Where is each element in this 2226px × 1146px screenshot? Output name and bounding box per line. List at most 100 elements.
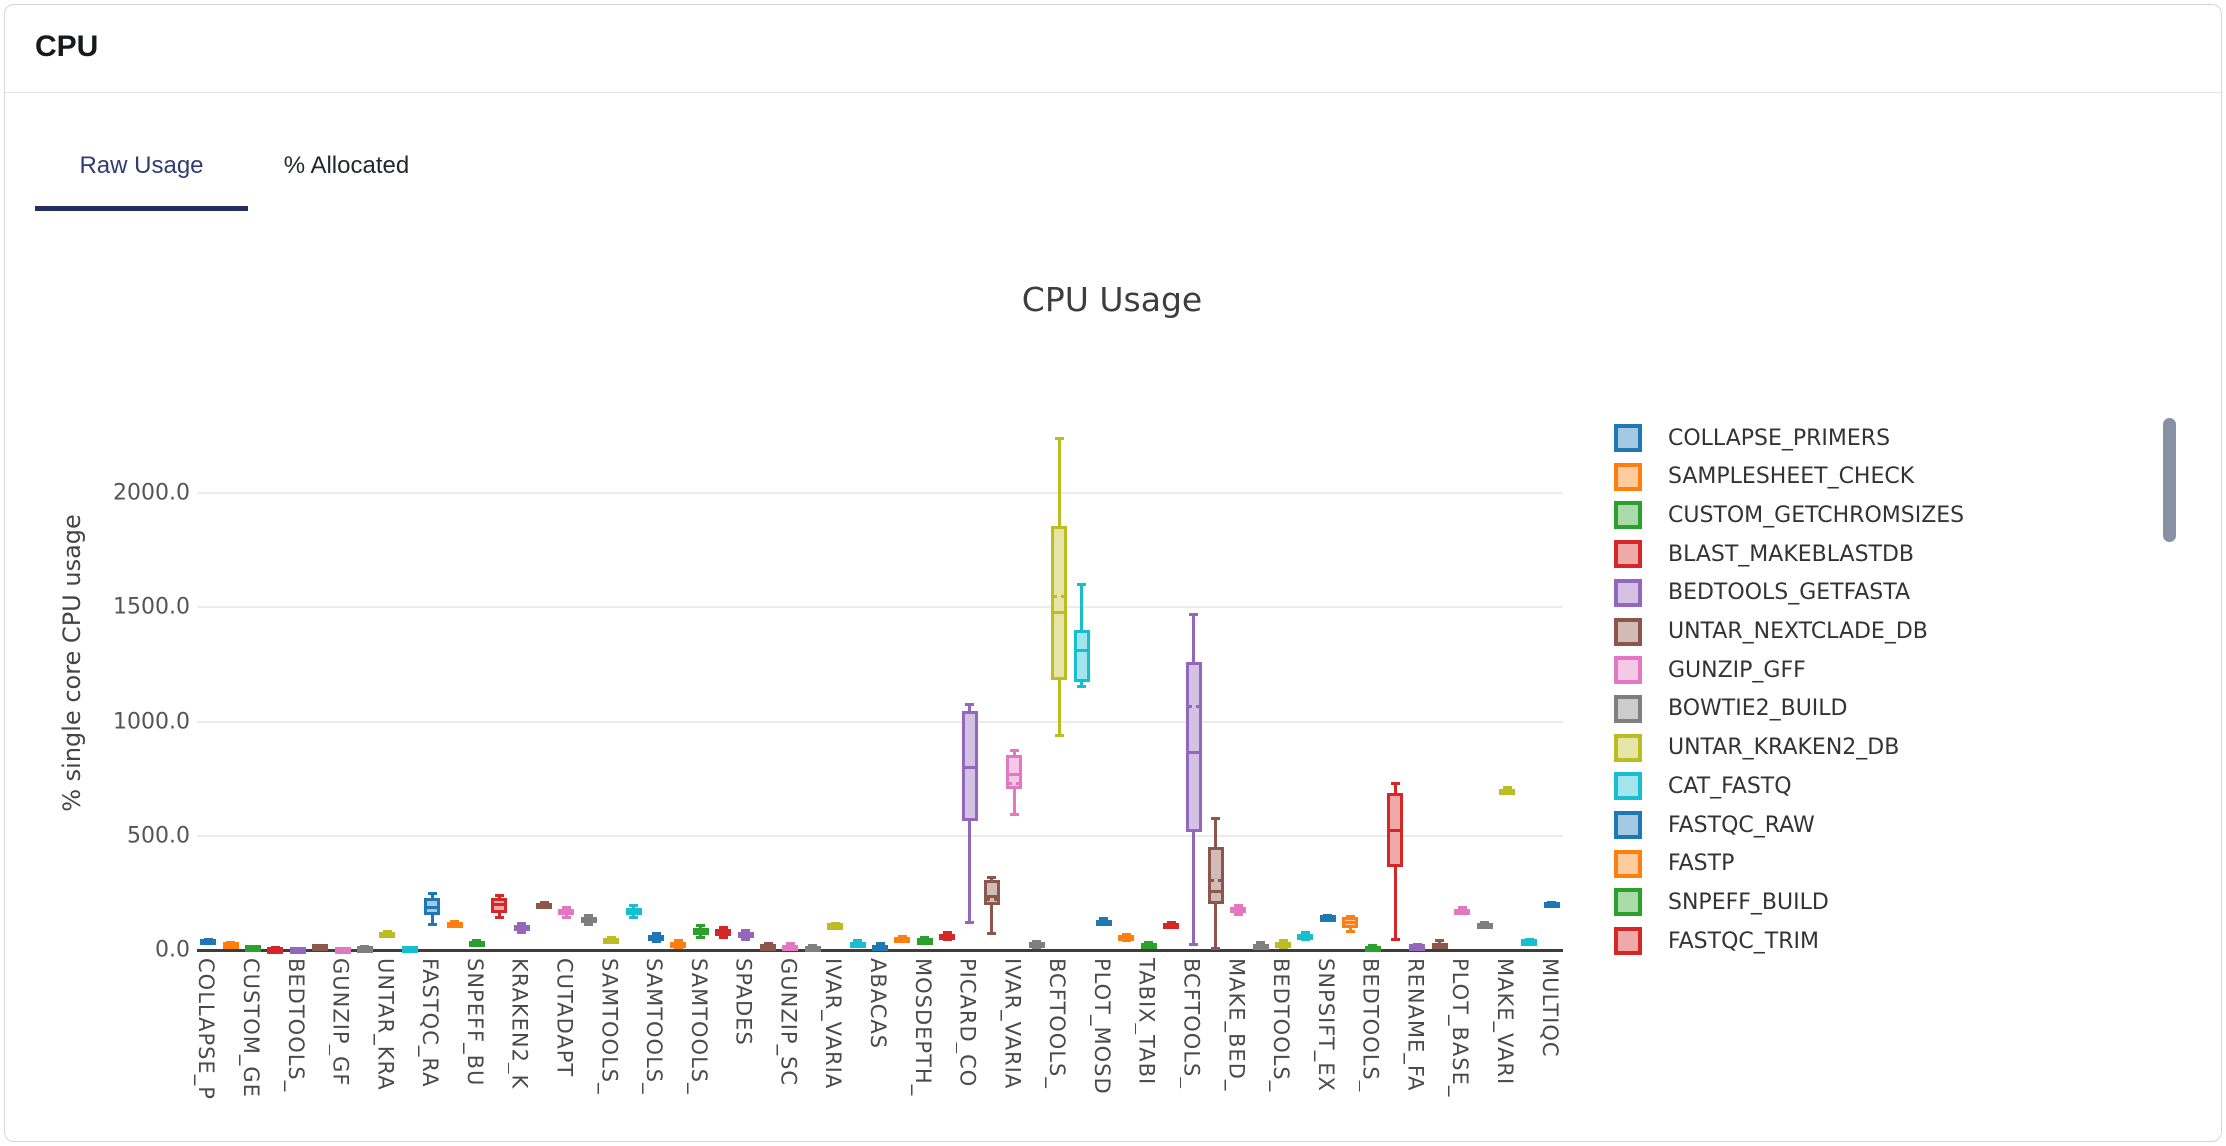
whisker-cap-high xyxy=(942,930,952,934)
whisker-cap-high xyxy=(1009,749,1019,753)
box-median xyxy=(625,910,642,914)
legend-swatch-icon xyxy=(1614,849,1642,878)
legend-swatch-icon xyxy=(1614,656,1642,685)
legend-item[interactable]: CUSTOM_GETCHROMSIZES xyxy=(1614,501,1965,530)
box-mean xyxy=(983,897,1000,901)
box-median xyxy=(1454,909,1471,913)
legend-swatch-icon xyxy=(1614,501,1642,530)
tab-bar: Raw Usage % Allocated xyxy=(35,140,445,211)
box-median xyxy=(1499,788,1516,792)
legend-swatch-icon xyxy=(1614,772,1642,801)
y-axis-title: % single core CPU usage xyxy=(58,514,86,812)
whisker-cap-low xyxy=(1077,685,1087,689)
whisker-cap-low xyxy=(987,932,997,935)
legend-label: SAMPLESHEET_CHECK xyxy=(1668,464,1915,490)
whisker-cap-low xyxy=(561,916,571,919)
whisker-cap-low xyxy=(965,920,975,924)
whisker-cap-high xyxy=(875,942,885,946)
box-median xyxy=(1163,922,1180,926)
box-median xyxy=(1275,942,1292,946)
x-tick-label: SPADES xyxy=(731,958,756,1046)
tab-percent-allocated[interactable]: % Allocated xyxy=(283,152,410,179)
x-tick-label: RENAME_FA xyxy=(1403,958,1428,1092)
whisker-cap-low xyxy=(1009,813,1019,817)
box-median xyxy=(1409,944,1426,948)
whisker-cap-high xyxy=(1345,914,1355,918)
box-median xyxy=(715,931,732,935)
box-median xyxy=(782,945,799,949)
whisker-cap-high xyxy=(1233,904,1243,908)
box-median xyxy=(849,942,866,946)
whisker-cap-high xyxy=(1121,932,1131,936)
box-median xyxy=(580,918,597,922)
y-tick-label: 0.0 xyxy=(155,937,190,963)
box-median xyxy=(1051,611,1068,615)
whisker-cap-high xyxy=(517,922,527,926)
legend-swatch-icon xyxy=(1614,617,1642,646)
legend-swatch-icon xyxy=(1614,811,1642,839)
box-median xyxy=(1387,829,1404,833)
box-median xyxy=(692,930,709,934)
legend-scrollbar-thumb[interactable] xyxy=(2163,418,2176,542)
legend-label: FASTQC_TRIM xyxy=(1668,928,1819,954)
legend-swatch-icon xyxy=(1614,888,1642,917)
cpu-card xyxy=(4,4,2222,1142)
whisker-cap-low xyxy=(1233,912,1243,916)
box-median xyxy=(1006,772,1023,776)
box-median xyxy=(267,946,284,950)
box-mean xyxy=(1185,704,1202,708)
whisker-cap-high xyxy=(629,903,639,907)
box-median xyxy=(289,947,306,951)
legend-item[interactable]: BEDTOOLS_GETFASTA xyxy=(1614,578,1910,607)
legend-label: CUSTOM_GETCHROMSIZES xyxy=(1668,502,1965,528)
legend-label: UNTAR_NEXTCLADE_DB xyxy=(1668,619,1928,644)
legend-label: UNTAR_KRAKEN2_DB xyxy=(1668,735,1900,761)
box-iqr xyxy=(1185,661,1202,832)
box-median xyxy=(222,942,239,946)
legend-item[interactable]: CAT_FASTQ xyxy=(1614,772,1792,801)
legend-swatch-icon xyxy=(1614,540,1642,569)
legend-item[interactable]: BOWTIE2_BUILD xyxy=(1614,694,1847,723)
box-median xyxy=(737,933,754,937)
whisker-cap-high xyxy=(763,942,773,946)
legend-item[interactable]: UNTAR_NEXTCLADE_DB xyxy=(1614,617,1928,646)
box-median xyxy=(401,946,418,950)
box-median xyxy=(513,926,530,930)
whisker-cap-high xyxy=(853,938,863,942)
whisker-cap-high xyxy=(965,703,975,707)
whisker-cap-low xyxy=(427,922,437,926)
x-tick-label: BCFTOOLS_ xyxy=(1045,958,1070,1089)
legend-item[interactable]: FASTQC_TRIM xyxy=(1614,927,1819,956)
legend-swatch-icon xyxy=(1614,694,1642,723)
x-tick-label: PLOT_MOSD xyxy=(1089,958,1114,1095)
legend-item[interactable]: FASTP xyxy=(1614,849,1735,878)
legend-item[interactable]: SAMPLESHEET_CHECK xyxy=(1614,462,1915,491)
box-iqr xyxy=(1073,630,1090,682)
box-median xyxy=(1118,935,1135,939)
whisker-cap-high xyxy=(1166,920,1176,924)
legend-label: GUNZIP_GFF xyxy=(1668,657,1806,683)
legend-item[interactable]: COLLAPSE_PRIMERS xyxy=(1614,424,1890,452)
whisker-cap-high xyxy=(785,942,795,946)
x-tick-label: PICARD_CO xyxy=(955,958,980,1088)
box-median xyxy=(1364,946,1381,950)
x-tick-label: SAMTOOLS_ xyxy=(642,958,667,1095)
box-median xyxy=(603,938,620,942)
legend-item[interactable]: FASTQC_RAW xyxy=(1614,811,1815,839)
whisker-cap-low xyxy=(651,940,661,943)
legend-label: FASTP xyxy=(1668,851,1735,877)
legend-item[interactable]: SNPEFF_BUILD xyxy=(1614,888,1829,917)
legend-label: CAT_FASTQ xyxy=(1668,773,1792,799)
x-tick-label: BEDTOOLS_ xyxy=(1358,958,1383,1093)
x-tick-label: PLOT_BASE_ xyxy=(1448,958,1473,1098)
x-tick-label: FASTQC_RA xyxy=(418,958,443,1088)
legend-item[interactable]: BLAST_MAKEBLASTDB xyxy=(1614,540,1914,569)
box-median xyxy=(244,945,261,949)
whisker-cap-high xyxy=(651,932,661,936)
whisker-cap-high xyxy=(1390,781,1400,785)
legend-item[interactable]: UNTAR_KRAKEN2_DB xyxy=(1614,733,1900,762)
whisker-cap-low xyxy=(1054,734,1064,738)
tab-raw-usage[interactable]: Raw Usage xyxy=(35,140,248,211)
legend-item[interactable]: GUNZIP_GFF xyxy=(1614,656,1806,685)
box-median xyxy=(1230,908,1247,912)
